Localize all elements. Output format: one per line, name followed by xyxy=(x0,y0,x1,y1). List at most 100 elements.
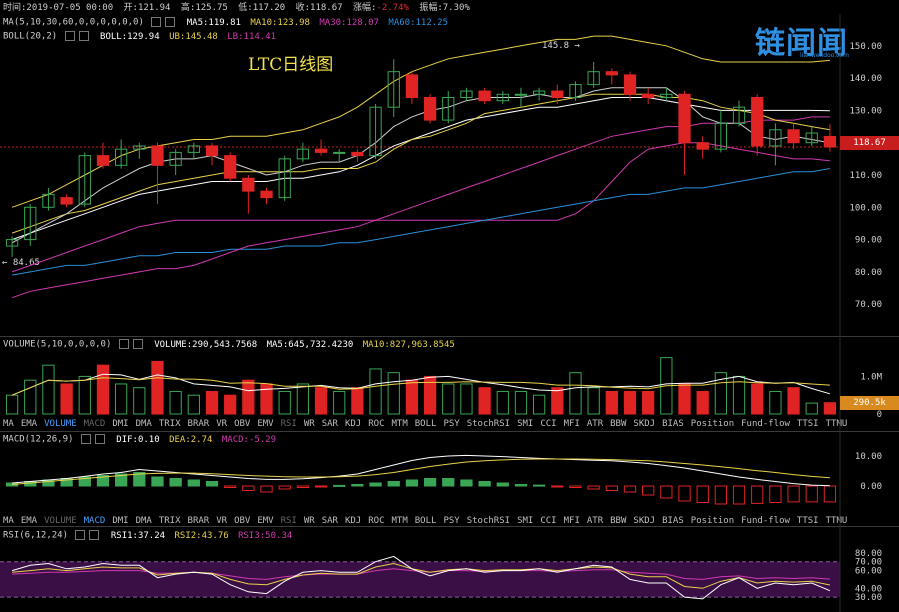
indicator-tab[interactable]: BOLL xyxy=(414,419,437,429)
indicator-tab[interactable]: EMA xyxy=(20,419,38,429)
indicator-tab[interactable]: OBV xyxy=(234,419,251,429)
indicator-tab[interactable]: ROC xyxy=(368,516,385,526)
indicator-tab[interactable]: MACD xyxy=(83,516,106,526)
indicator-tab[interactable]: ATR xyxy=(586,516,604,526)
indicator-tab[interactable]: TRIX xyxy=(158,516,181,526)
indicator-tab[interactable]: CCI xyxy=(540,516,557,526)
indicator-tab[interactable]: KDJ xyxy=(344,419,362,429)
indicator-tab[interactable]: MA xyxy=(3,516,14,526)
volume-bar xyxy=(714,372,728,415)
indicator-tab[interactable]: TTMU xyxy=(825,419,848,429)
indicator-tab[interactable]: MTM xyxy=(391,516,408,526)
indicator-tab[interactable]: SAR xyxy=(321,516,338,526)
indicator-tab[interactable]: StochRSI xyxy=(466,419,511,429)
indicator-tab[interactable]: VOLUME xyxy=(44,419,77,429)
volume-bar xyxy=(151,360,164,415)
indicator-tab[interactable]: EMA xyxy=(20,516,38,526)
indicator-tab[interactable]: Position xyxy=(690,419,735,429)
indicator-tab[interactable]: BRAR xyxy=(187,419,210,429)
indicator-tab[interactable]: BBW xyxy=(610,516,627,526)
close-icon[interactable] xyxy=(94,434,105,444)
close-icon[interactable] xyxy=(89,530,100,540)
indicator-tab[interactable]: TTMU xyxy=(825,516,848,526)
indicator-tab[interactable]: SKDJ xyxy=(633,516,656,526)
indicator-tab[interactable]: TTSI xyxy=(796,419,819,429)
indicator-tab[interactable]: VOLUME xyxy=(44,516,77,526)
candle-body xyxy=(532,90,546,95)
indicator-tab[interactable]: Fund-flow xyxy=(741,516,790,526)
chart-title: LTC日线图 xyxy=(248,55,334,75)
panel-divider xyxy=(0,431,899,432)
indicator-tab[interactable]: MFI xyxy=(563,419,580,429)
indicator-tab[interactable]: ATR xyxy=(586,419,604,429)
boll-value: BOLL:129.94 xyxy=(100,31,160,42)
indicator-tab[interactable]: BIAS xyxy=(662,419,684,429)
indicator-tab[interactable]: DMA xyxy=(135,419,152,429)
settings-icon[interactable] xyxy=(151,17,162,27)
indicator-tab[interactable]: PSY xyxy=(443,516,460,526)
indicator-tab[interactable]: DMI xyxy=(112,419,129,429)
indicator-tab[interactable]: CCI xyxy=(540,419,557,429)
close-icon[interactable] xyxy=(165,17,176,27)
indicator-tab[interactable]: DMA xyxy=(135,516,152,526)
volume-bar xyxy=(333,390,346,415)
indicator-tab[interactable]: KDJ xyxy=(344,516,362,526)
indicator-tab[interactable]: SMI xyxy=(517,419,534,429)
volume-bar xyxy=(587,387,600,415)
indicator-tab[interactable]: ROC xyxy=(368,419,385,429)
close-icon[interactable] xyxy=(78,31,89,41)
macd-bar xyxy=(169,478,182,487)
rsi-axis-label: 30.00 xyxy=(855,593,882,603)
indicator-tab[interactable]: WR xyxy=(303,516,315,526)
macd-bar xyxy=(678,485,691,502)
candle-body xyxy=(205,145,219,157)
indicator-tab[interactable]: RSI xyxy=(280,419,297,429)
indicator-tab[interactable]: SKDJ xyxy=(633,419,656,429)
indicator-tab[interactable]: MA xyxy=(3,419,14,429)
indicator-tab[interactable]: WR xyxy=(303,419,315,429)
indicator-tab[interactable]: SMI xyxy=(517,516,534,526)
price-axis-label: 110.00 xyxy=(849,171,882,181)
indicator-tab[interactable]: BRAR xyxy=(187,516,210,526)
indicator-tab[interactable]: MTM xyxy=(391,419,408,429)
indicator-tab[interactable]: EMV xyxy=(257,419,274,429)
indicator-tab[interactable]: RSI xyxy=(280,516,297,526)
candle-body xyxy=(496,93,509,102)
settings-icon[interactable] xyxy=(118,339,129,349)
amplitude-label: 振幅: xyxy=(419,3,443,13)
candle-body xyxy=(696,142,709,150)
candle-body xyxy=(42,193,55,208)
indicator-tab[interactable]: SAR xyxy=(321,419,338,429)
indicator-tab[interactable]: BOLL xyxy=(414,516,437,526)
indicator-tab[interactable]: PSY xyxy=(443,419,460,429)
candle-body xyxy=(133,145,146,150)
indicator-tab[interactable]: DMI xyxy=(112,516,129,526)
indicator-tab[interactable]: TTSI xyxy=(796,516,819,526)
candle-body xyxy=(351,151,364,157)
volume-bar xyxy=(314,387,328,415)
indicator-tab[interactable]: Position xyxy=(690,516,735,526)
indicator-tab[interactable]: BIAS xyxy=(662,516,684,526)
macd-bar xyxy=(242,485,255,491)
settings-icon[interactable] xyxy=(64,31,75,41)
settings-icon[interactable] xyxy=(80,434,91,444)
indicator-tab[interactable]: BBW xyxy=(610,419,627,429)
indicator-tab[interactable]: TRIX xyxy=(158,419,181,429)
indicator-tab[interactable]: StochRSI xyxy=(466,516,511,526)
indicator-tab[interactable]: MACD xyxy=(83,419,106,429)
volume-bar xyxy=(496,390,509,415)
indicator-tab[interactable]: EMV xyxy=(257,516,274,526)
indicator-tab[interactable]: VR xyxy=(216,419,228,429)
settings-icon[interactable] xyxy=(75,530,86,540)
indicator-tab[interactable]: MFI xyxy=(563,516,580,526)
indicator-tab[interactable]: Fund-flow xyxy=(741,419,790,429)
indicator-tab[interactable]: OBV xyxy=(234,516,251,526)
macd-bar xyxy=(278,485,291,490)
candle-body xyxy=(787,129,800,144)
high-label: 高: xyxy=(180,3,196,13)
close-icon[interactable] xyxy=(132,339,143,349)
rsi-axis-label: 40.00 xyxy=(855,584,882,594)
indicator-tab[interactable]: VR xyxy=(216,516,228,526)
candle-body xyxy=(823,135,837,148)
